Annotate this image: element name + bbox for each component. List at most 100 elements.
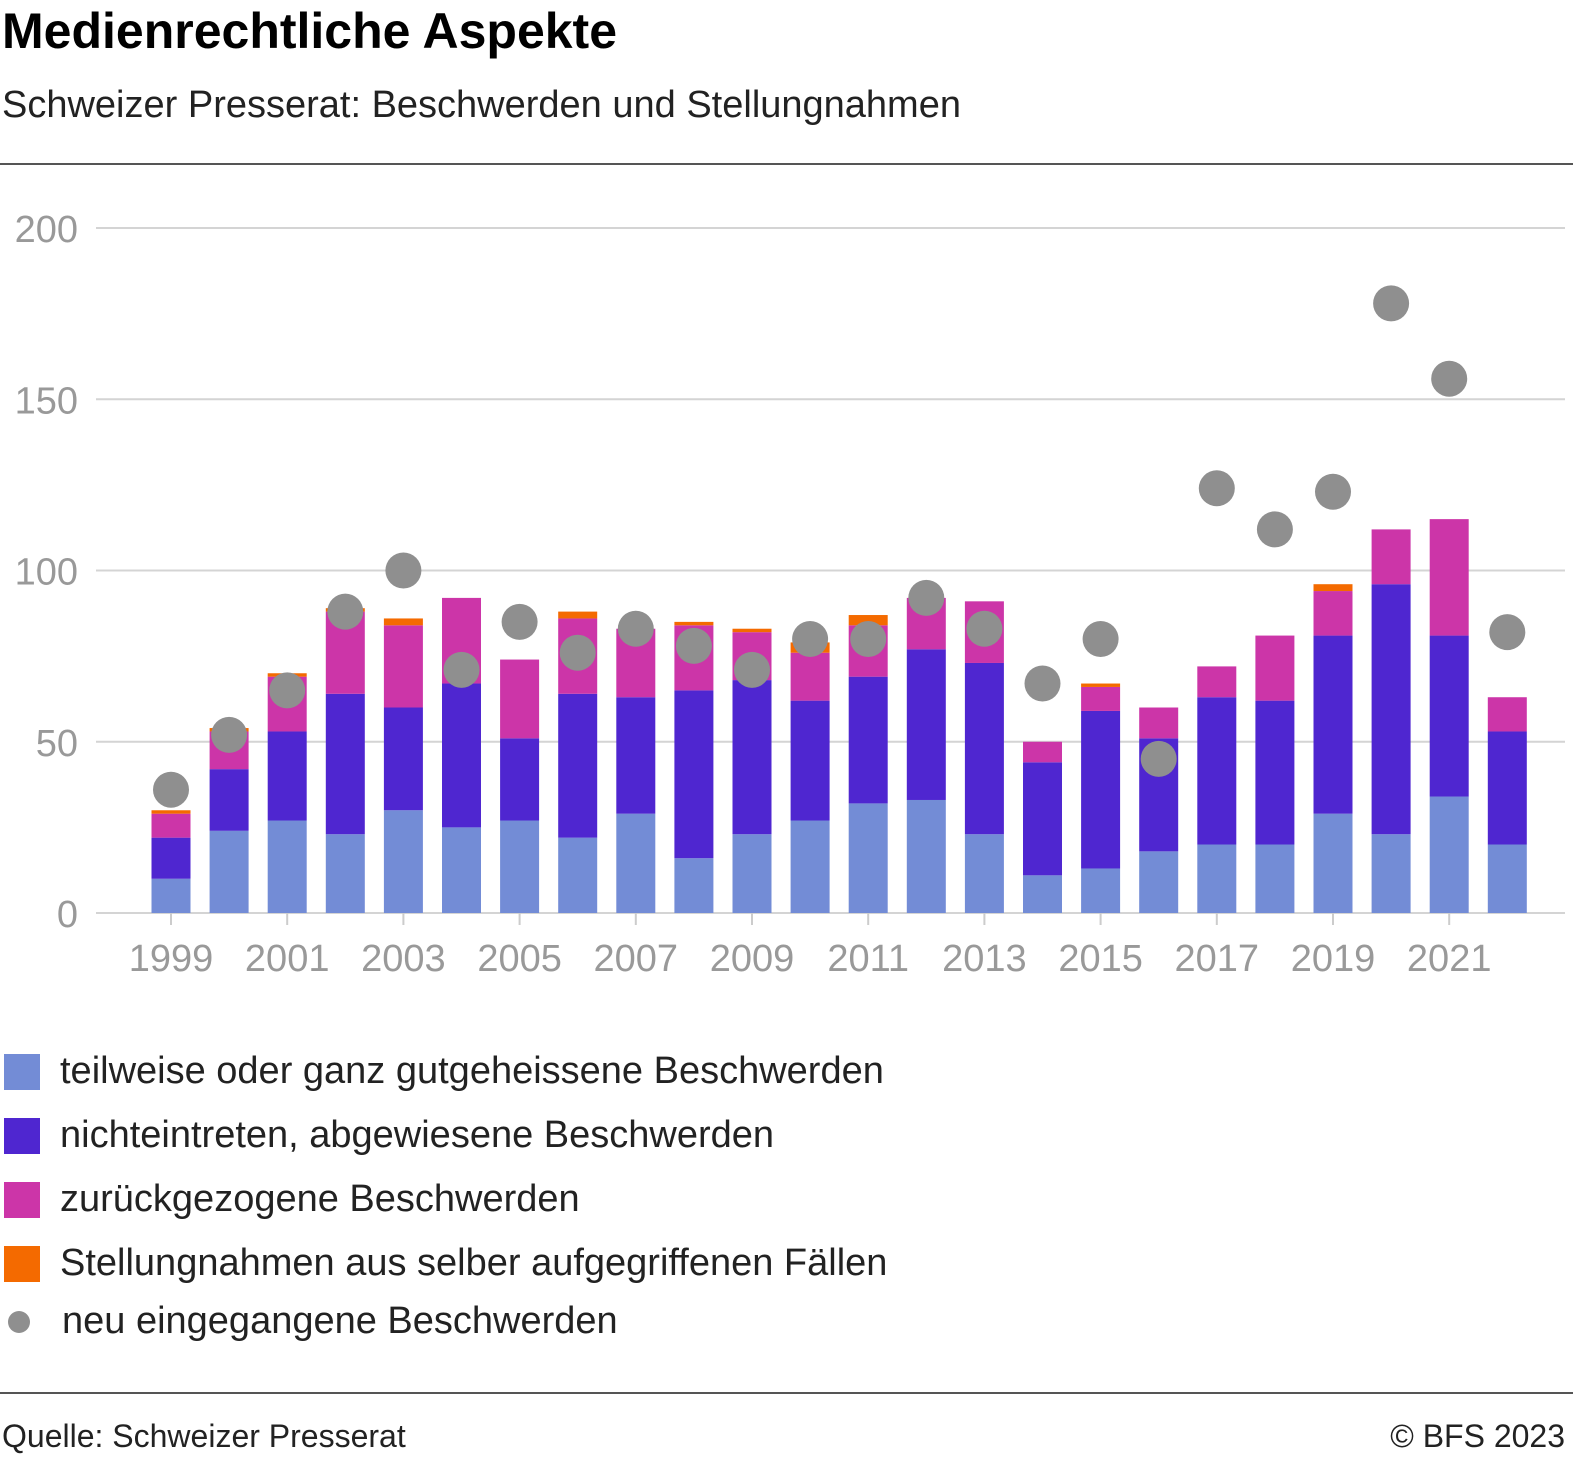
bar-segment <box>1023 741 1062 763</box>
bar-segment <box>151 810 191 814</box>
bar-segment <box>442 683 481 828</box>
bar-segment <box>964 834 1004 913</box>
chart-title: Medienrechtliche Aspekte <box>2 3 618 59</box>
y-tick-label: 0 <box>57 894 78 936</box>
legend-dot <box>8 1310 30 1333</box>
bar-segment <box>1197 844 1237 913</box>
bar-segment <box>906 649 946 800</box>
bar-segment <box>383 707 423 811</box>
legend-swatch <box>4 1053 40 1090</box>
data-point <box>1198 470 1235 507</box>
bar-segment <box>442 827 481 913</box>
bar-segment <box>325 693 365 835</box>
bar-segment <box>500 738 540 821</box>
bar-segment <box>383 625 423 708</box>
legend-label: nichteintreten, abgewiesene Beschwerden <box>60 1114 775 1156</box>
bar-segment <box>1487 844 1527 913</box>
bar-segment <box>1139 707 1179 739</box>
x-tick-label: 2011 <box>827 938 909 980</box>
bar-segment <box>209 830 249 913</box>
data-point <box>1140 740 1177 777</box>
bar-segment <box>1371 529 1411 585</box>
bar-segment <box>558 611 598 619</box>
bar-segment <box>1255 700 1295 845</box>
bar-segment <box>790 652 830 701</box>
bar-segment <box>964 662 1004 835</box>
legend-item: nichteintreten, abgewiesene Beschwerden <box>4 1114 774 1157</box>
bar-segment <box>1255 635 1295 701</box>
legend-item: Stellungnahmen aus selber aufgegriffenen… <box>4 1242 887 1285</box>
data-point <box>1024 665 1061 702</box>
bar-segment <box>674 690 714 859</box>
data-point <box>617 610 654 647</box>
bar-segment <box>1081 683 1121 687</box>
bar-segment <box>848 803 888 913</box>
legend-swatch <box>4 1117 40 1154</box>
legend-label: neu eingegangene Beschwerden <box>62 1300 618 1342</box>
x-tick-label: 2005 <box>477 938 562 980</box>
data-point <box>908 579 945 616</box>
x-tick-label: 2007 <box>594 938 679 980</box>
bar-segment <box>1139 851 1179 913</box>
x-tick-label: 2019 <box>1291 938 1376 980</box>
x-tick-label: 2013 <box>942 938 1027 980</box>
chart-subtitle: Schweizer Presserat: Beschwerden und Ste… <box>2 84 961 126</box>
bar-segment <box>1081 868 1121 913</box>
bar-segment <box>500 820 540 913</box>
bar-segment <box>1371 834 1411 913</box>
data-point <box>327 593 364 630</box>
bar-segment <box>674 621 714 626</box>
data-point <box>675 627 712 664</box>
data-point <box>211 716 248 753</box>
data-point <box>269 672 306 709</box>
bar-segment <box>558 693 598 838</box>
x-tick-label: 2021 <box>1407 938 1492 980</box>
bar-segment <box>209 769 249 831</box>
bar-segment <box>1255 844 1295 913</box>
bar-segment <box>1371 584 1411 835</box>
data-point <box>1489 614 1526 651</box>
legend-label: Stellungnahmen aus selber aufgegriffenen… <box>60 1242 888 1284</box>
bottom-divider <box>0 1392 1573 1394</box>
x-tick-label: 2015 <box>1058 938 1143 980</box>
legend-item: zurückgezogene Beschwerden <box>4 1178 580 1221</box>
bar-segment <box>1429 635 1469 797</box>
bar-segment <box>1429 796 1469 913</box>
data-point <box>1431 360 1468 397</box>
x-tick-label: 2003 <box>361 938 446 980</box>
bar-segment <box>1081 686 1121 711</box>
bar-segment <box>151 813 191 838</box>
bar-segment <box>616 813 656 913</box>
bar-segment <box>848 615 888 626</box>
bar-segment <box>151 878 191 913</box>
bar-segment <box>1487 697 1527 732</box>
bar-segment <box>790 700 830 821</box>
legend-swatch <box>4 1181 40 1218</box>
bar-segment <box>383 618 423 626</box>
bar-segment <box>790 820 830 913</box>
data-point <box>443 651 480 688</box>
top-divider <box>0 163 1573 165</box>
x-tick-label: 2001 <box>245 938 330 980</box>
bar-segment <box>674 858 714 913</box>
data-point <box>501 603 538 640</box>
bar-segment <box>1313 635 1353 814</box>
bar-segment <box>732 834 772 913</box>
bar-segment <box>1023 875 1062 913</box>
data-point <box>1256 511 1293 548</box>
y-tick-label: 100 <box>15 552 78 594</box>
bar-segment <box>906 799 946 913</box>
legend-label: teilweise oder ganz gutgeheissene Beschw… <box>60 1050 884 1092</box>
bar-segment <box>267 820 307 913</box>
bar-segment <box>558 837 598 913</box>
data-point <box>792 621 829 657</box>
x-tick-label: 2009 <box>710 938 795 980</box>
bar-segment <box>848 676 888 804</box>
data-point <box>1082 621 1119 657</box>
bar-segment <box>1197 666 1237 698</box>
bar-segment <box>383 810 423 913</box>
plot-area: 0 50 100 150 200 1999 2001 2003 2005 2007 2009 2011… <box>15 209 1565 980</box>
data-point <box>734 651 770 688</box>
bar-segment <box>732 628 772 633</box>
